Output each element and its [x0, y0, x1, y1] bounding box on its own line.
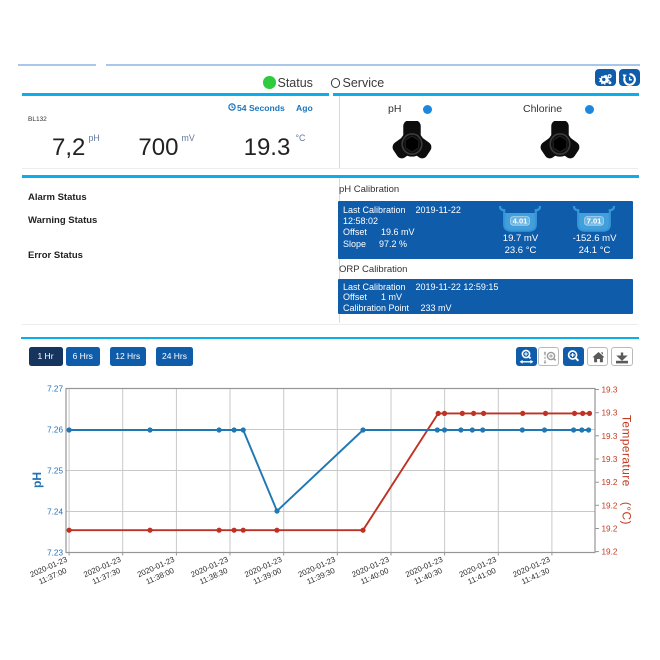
- svg-text:2020-01-2311:40:00: 2020-01-2311:40:00: [350, 555, 394, 589]
- svg-text:7.24: 7.24: [47, 508, 63, 517]
- svg-text:19.3: 19.3: [602, 455, 618, 464]
- svg-text:pH: pH: [30, 472, 44, 488]
- svg-text:7.01: 7.01: [587, 216, 603, 225]
- svg-text:2020-01-2311:39:00: 2020-01-2311:39:00: [243, 555, 287, 589]
- svg-text:2020-01-2311:40:30: 2020-01-2311:40:30: [404, 555, 448, 589]
- svg-text:19.3: 19.3: [602, 409, 618, 418]
- svg-text:2020-01-2311:39:30: 2020-01-2311:39:30: [297, 555, 341, 589]
- svg-text:Temperature (°C): Temperature (°C): [620, 415, 634, 525]
- svg-text:2020-01-2311:37:00: 2020-01-2311:37:00: [29, 555, 73, 589]
- svg-text:4.01: 4.01: [512, 216, 528, 225]
- svg-text:2020-01-2311:38:30: 2020-01-2311:38:30: [189, 555, 233, 589]
- svg-text:19.2: 19.2: [602, 548, 618, 557]
- svg-text:2020-01-2311:41:30: 2020-01-2311:41:30: [511, 555, 555, 589]
- svg-text:7.25: 7.25: [47, 467, 63, 476]
- svg-text:7.23: 7.23: [47, 549, 63, 558]
- svg-text:2020-01-2311:38:00: 2020-01-2311:38:00: [136, 555, 180, 589]
- svg-text:2020-01-2311:41:00: 2020-01-2311:41:00: [458, 555, 502, 589]
- svg-text:19.2: 19.2: [602, 478, 618, 487]
- svg-text:7.26: 7.26: [47, 426, 63, 435]
- svg-text:19.2: 19.2: [602, 525, 618, 534]
- svg-text:19.3: 19.3: [602, 386, 618, 395]
- svg-text:19.2: 19.2: [602, 501, 618, 510]
- svg-text:19.3: 19.3: [602, 432, 618, 441]
- svg-text:2020-01-2311:37:30: 2020-01-2311:37:30: [82, 555, 126, 589]
- svg-text:7.27: 7.27: [47, 385, 63, 394]
